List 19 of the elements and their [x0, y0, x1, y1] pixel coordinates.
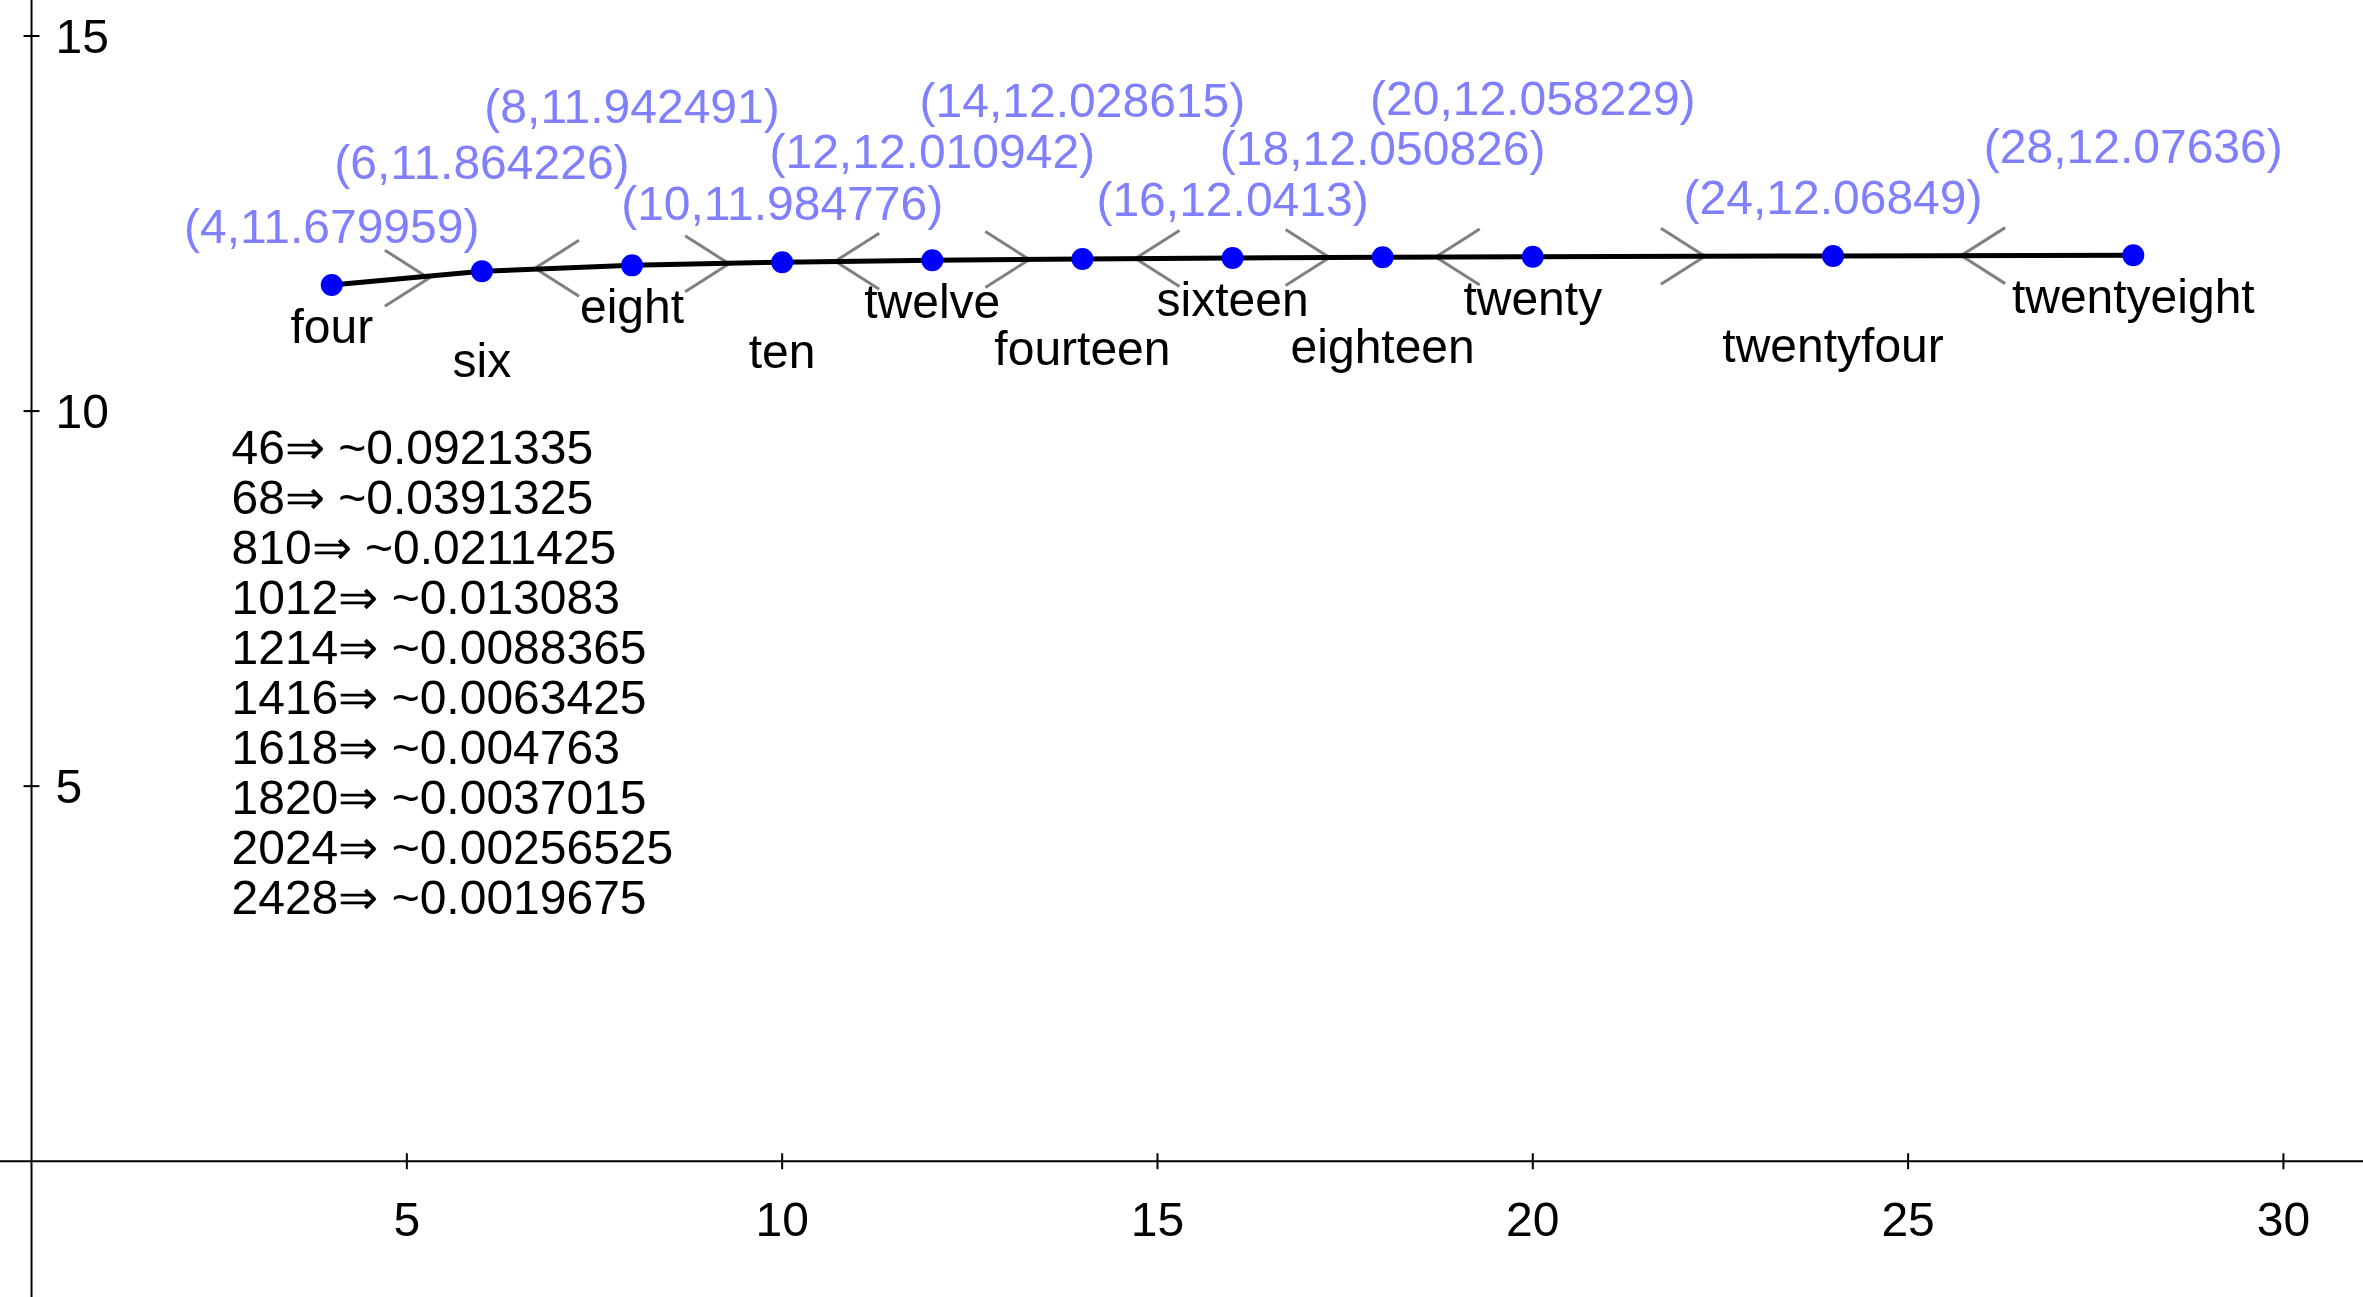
annotation: ten: [748, 325, 816, 379]
annotation: twentyfour: [1722, 318, 1944, 372]
annotation: twentyeight: [2011, 270, 2255, 324]
annotation: eight: [579, 280, 685, 334]
y-tick-label: 15: [55, 10, 109, 64]
y-tick-label: 5: [55, 760, 83, 814]
annotation: four: [290, 300, 374, 354]
x-tick-label: 15: [1130, 1193, 1185, 1247]
x-tick-label: 10: [755, 1193, 809, 1247]
x-tick-label: 25: [1881, 1193, 1935, 1247]
data-label: (4,11.679959): [184, 200, 480, 254]
x-tick-label: 30: [2256, 1193, 2311, 1247]
annotation: six: [452, 334, 512, 388]
y-tick-label: 10: [55, 385, 109, 439]
data-label: (24,12.06849): [1683, 170, 1983, 224]
x-tick-label: 20: [1506, 1193, 1560, 1247]
x-tick-label: 5: [393, 1193, 421, 1247]
data-label: (20,12.058229): [1370, 71, 1696, 125]
data-label: (28,12.07636): [1983, 120, 2283, 174]
